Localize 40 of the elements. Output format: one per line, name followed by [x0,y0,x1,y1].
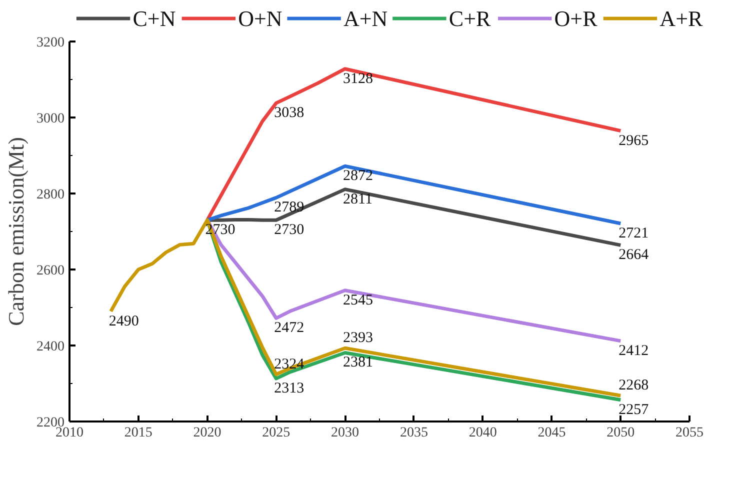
data-label: 2313 [274,380,304,397]
line-series [206,164,622,226]
legend-label: C+R [448,6,491,31]
x-tick-label: 2055 [676,426,704,440]
data-label: 3128 [343,70,374,87]
x-tick-label: 2015 [124,426,152,440]
data-label: 2490 [108,313,139,330]
y-tick-label: 3000 [36,112,64,126]
x-tick-label: 2045 [538,426,566,440]
data-label: 2811 [343,191,373,208]
x-tick-label: 2050 [606,426,635,440]
data-label: 2257 [618,402,650,418]
x-tick-label: 2025 [262,426,290,440]
data-label: 2872 [343,168,374,184]
data-label: 2545 [343,292,374,308]
x-tick-label: 2040 [468,426,497,440]
x-tick-label: 2020 [193,426,222,440]
legend-label: O+R [554,6,598,31]
data-label: 2268 [618,378,649,394]
data-label: 2381 [343,354,374,371]
y-tick-label: 2800 [36,188,64,202]
legend-label: O+N [238,6,282,31]
data-label: 2730 [274,222,304,238]
y-axis-title: Carbon emission(Mt) [4,137,28,326]
y-tick-label: 2400 [36,340,64,354]
data-label: 2789 [274,200,304,216]
y-tick-label: 3200 [36,36,64,50]
data-label: 2393 [343,330,374,346]
data-label: 2965 [618,132,649,149]
data-label: 2664 [618,247,650,264]
y-tick-label: 2600 [36,264,64,278]
legend-label: C+N [132,6,176,31]
legend-label: A+R [660,6,703,31]
legend-label: A+N [344,6,388,31]
data-label: 2412 [618,342,649,359]
data-label: 2721 [618,226,649,242]
x-tick-label: 2030 [331,426,360,440]
data-label: 2472 [274,320,304,336]
data-label: 3038 [274,105,304,122]
x-tick-label: 2035 [400,426,428,440]
